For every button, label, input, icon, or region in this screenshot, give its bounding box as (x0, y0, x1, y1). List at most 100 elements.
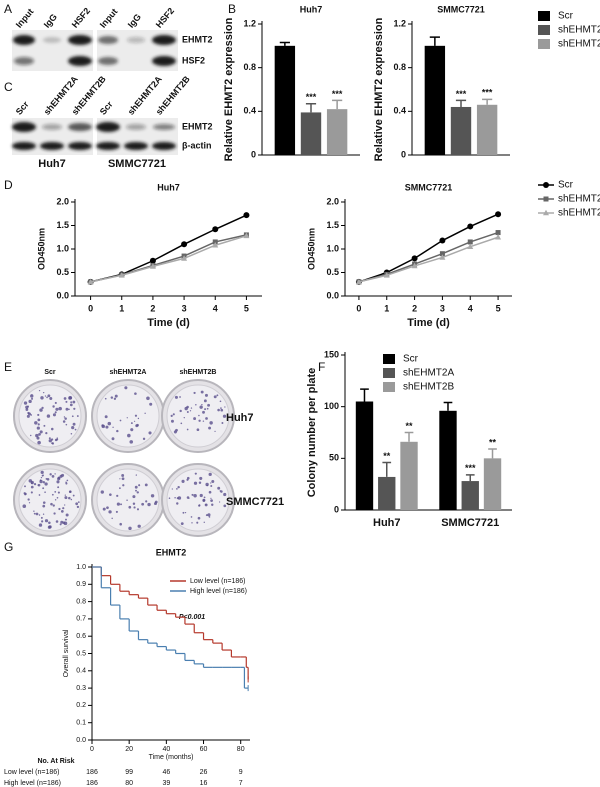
colony (68, 490, 72, 494)
y-tick-label: 50 (329, 453, 339, 463)
bar (300, 112, 322, 155)
band (96, 122, 120, 132)
significance: ** (383, 451, 391, 461)
marker (149, 263, 156, 269)
y-axis-label: Overall survival (63, 629, 70, 677)
colony (195, 404, 197, 406)
colony (217, 408, 220, 412)
annotation: P<0.001 (179, 614, 205, 621)
row-label: EHMT2 (182, 34, 213, 44)
colony (71, 426, 75, 430)
colony (41, 406, 44, 410)
x-tick-label: 0 (88, 303, 93, 313)
panel-label: G (4, 540, 13, 554)
colony (56, 438, 59, 441)
cell-line-label: SMMC7721 (108, 158, 166, 170)
colony (57, 486, 60, 489)
colony (127, 433, 131, 438)
colony (174, 395, 178, 399)
colony (51, 474, 55, 478)
colony (29, 434, 32, 437)
colony (22, 504, 27, 508)
chart-title: SMMC7721 (437, 4, 485, 14)
marker (495, 230, 501, 236)
y-tick-label: 0 (401, 149, 406, 159)
colony (33, 510, 35, 512)
colony (25, 408, 29, 411)
colony (23, 492, 26, 495)
line (358, 231, 499, 283)
colony (104, 397, 107, 400)
colony (42, 474, 44, 476)
y-tick-label: 1.0 (326, 243, 339, 253)
colony (69, 403, 73, 407)
colony (126, 417, 128, 419)
colony (28, 502, 31, 504)
colony (68, 408, 70, 411)
band (14, 57, 34, 65)
colony (30, 414, 33, 416)
colony (71, 415, 74, 418)
colony (51, 442, 53, 445)
bar (378, 476, 396, 510)
colony (49, 397, 53, 401)
panel-label: F (318, 360, 325, 374)
significance: *** (482, 88, 493, 98)
y-tick-label: 2.0 (56, 196, 69, 206)
colony (130, 428, 134, 432)
colony (181, 479, 185, 483)
cell-line-label: Huh7 (38, 158, 66, 170)
colony (31, 397, 34, 400)
colony (72, 494, 75, 497)
colony (202, 499, 206, 502)
colony (199, 476, 203, 480)
colony (186, 428, 189, 431)
colony (177, 496, 182, 500)
marker (543, 196, 549, 202)
y-tick-label: 0.4 (76, 668, 86, 675)
colony (37, 418, 41, 422)
row-label: HSF2 (182, 55, 205, 65)
colony (137, 417, 140, 420)
x-tick-label: 4 (468, 303, 473, 313)
bar (424, 45, 446, 156)
colony (171, 488, 173, 490)
band (152, 142, 176, 150)
x-tick-label: 3 (440, 303, 445, 313)
colony (31, 482, 33, 485)
colony (136, 508, 140, 511)
colony (184, 511, 187, 514)
colony (50, 438, 54, 441)
x-tick-label: 40 (162, 746, 170, 753)
band (43, 37, 61, 43)
risk-count: 9 (239, 769, 243, 776)
y-tick-label: 1.0 (76, 564, 86, 571)
colony (119, 522, 122, 526)
colony (54, 490, 57, 493)
colony (109, 493, 112, 496)
band (98, 36, 118, 44)
colony (206, 407, 209, 410)
colony (30, 485, 34, 489)
colony (208, 490, 212, 494)
colony (119, 487, 121, 490)
colony (135, 474, 137, 476)
colony (42, 504, 46, 508)
colony (176, 488, 178, 490)
colony (189, 410, 192, 412)
colony (132, 502, 136, 505)
colony (128, 526, 132, 531)
bar (476, 104, 498, 155)
colony (214, 430, 216, 432)
marker (181, 241, 188, 248)
panel-label: D (4, 178, 13, 192)
y-tick-label: 1.5 (326, 220, 339, 230)
colony (126, 499, 128, 501)
colony (116, 494, 119, 497)
error-bar (382, 461, 392, 477)
colony (202, 410, 205, 414)
marker (411, 255, 418, 262)
risk-count: 7 (239, 780, 243, 787)
colony (200, 390, 204, 394)
colony (62, 420, 66, 423)
